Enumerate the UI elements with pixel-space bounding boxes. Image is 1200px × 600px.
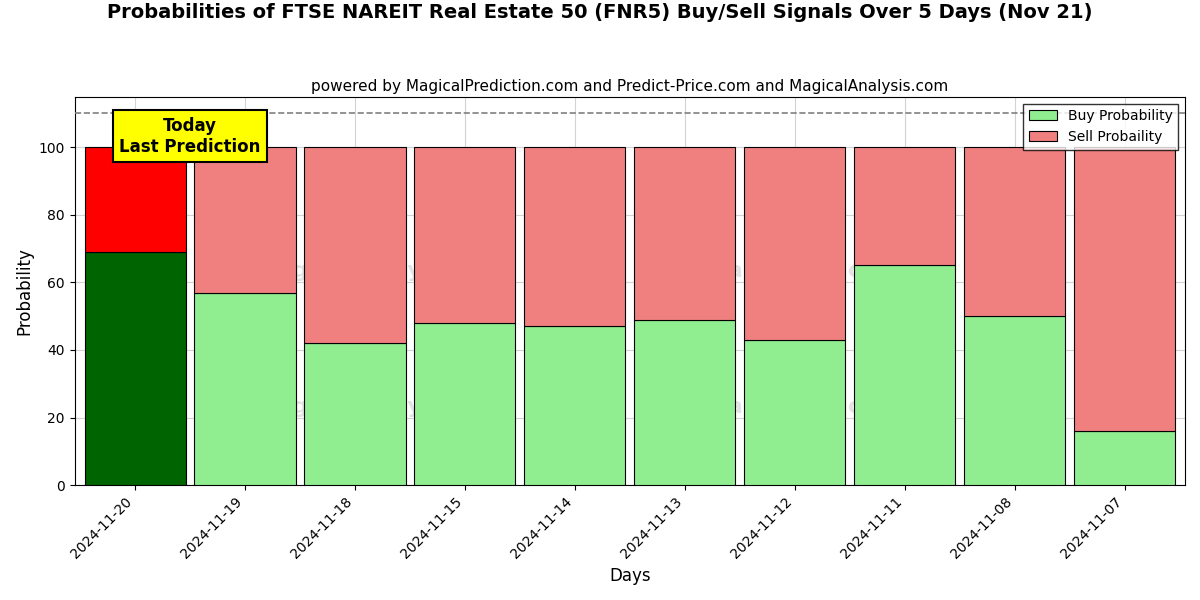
X-axis label: Days: Days <box>610 567 650 585</box>
Bar <box>744 340 845 485</box>
Title: powered by MagicalPrediction.com and Predict-Price.com and MagicalAnalysis.com: powered by MagicalPrediction.com and Pre… <box>311 79 948 94</box>
Bar <box>305 147 406 343</box>
Bar <box>414 147 516 323</box>
Bar <box>84 252 186 485</box>
Text: MagicalAnalysis.com: MagicalAnalysis.com <box>254 397 516 418</box>
Bar <box>524 326 625 485</box>
Bar <box>854 147 955 265</box>
Bar <box>964 147 1066 316</box>
Text: MagicalPrediction.com: MagicalPrediction.com <box>654 262 940 281</box>
Bar <box>194 147 295 293</box>
Text: Today
Last Prediction: Today Last Prediction <box>119 117 260 155</box>
Legend: Buy Probability, Sell Probaility: Buy Probability, Sell Probaility <box>1024 104 1178 149</box>
Text: Probabilities of FTSE NAREIT Real Estate 50 (FNR5) Buy/Sell Signals Over 5 Days : Probabilities of FTSE NAREIT Real Estate… <box>107 3 1093 22</box>
Bar <box>414 323 516 485</box>
Bar <box>1074 147 1175 431</box>
Bar <box>524 147 625 326</box>
Bar <box>635 320 736 485</box>
Bar <box>744 147 845 340</box>
Bar <box>635 147 736 320</box>
Bar <box>854 265 955 485</box>
Text: MagicalAnalysis.com: MagicalAnalysis.com <box>254 262 516 281</box>
Bar <box>305 343 406 485</box>
Bar <box>1074 431 1175 485</box>
Bar <box>84 147 186 252</box>
Y-axis label: Probability: Probability <box>16 247 34 335</box>
Bar <box>194 293 295 485</box>
Bar <box>964 316 1066 485</box>
Text: MagicalPrediction.com: MagicalPrediction.com <box>654 397 940 418</box>
